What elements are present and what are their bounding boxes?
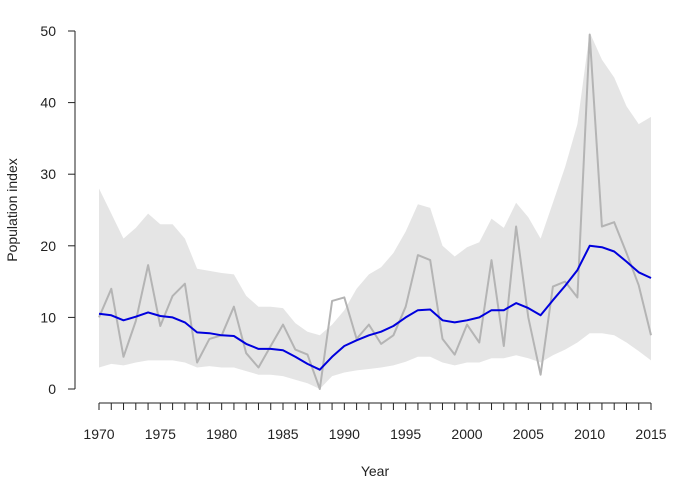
x-axis: 1970 1975 1980 1985 1990 1995 2000 2005 2010 2015 [83, 402, 667, 442]
x-tick-label: 1975 [145, 426, 176, 442]
y-tick-label: 30 [40, 166, 56, 182]
y-tick-label: 50 [40, 23, 56, 39]
x-tick-label: 1970 [83, 426, 114, 442]
confidence-band [99, 32, 651, 390]
x-tick-label: 2000 [451, 426, 482, 442]
y-axis: 0 10 20 30 40 50 [40, 23, 76, 397]
y-axis-title: Population index [4, 158, 20, 262]
y-tick-label: 10 [40, 309, 56, 325]
x-tick-label: 1990 [329, 426, 360, 442]
x-tick-label: 1995 [390, 426, 421, 442]
y-tick-label: 40 [40, 95, 56, 111]
x-tick-label: 2015 [635, 426, 666, 442]
y-tick-label: 20 [40, 238, 56, 254]
y-tick-label: 0 [48, 381, 56, 397]
x-axis-title: Year [361, 463, 390, 479]
confidence-band-layer [99, 32, 651, 390]
trend-series-line [98, 244, 652, 371]
x-tick-label: 1985 [267, 426, 298, 442]
x-tick-label: 1980 [206, 426, 237, 442]
trend-series-layer [98, 244, 652, 371]
x-tick-label: 2010 [574, 426, 605, 442]
x-tick-label: 2005 [513, 426, 544, 442]
